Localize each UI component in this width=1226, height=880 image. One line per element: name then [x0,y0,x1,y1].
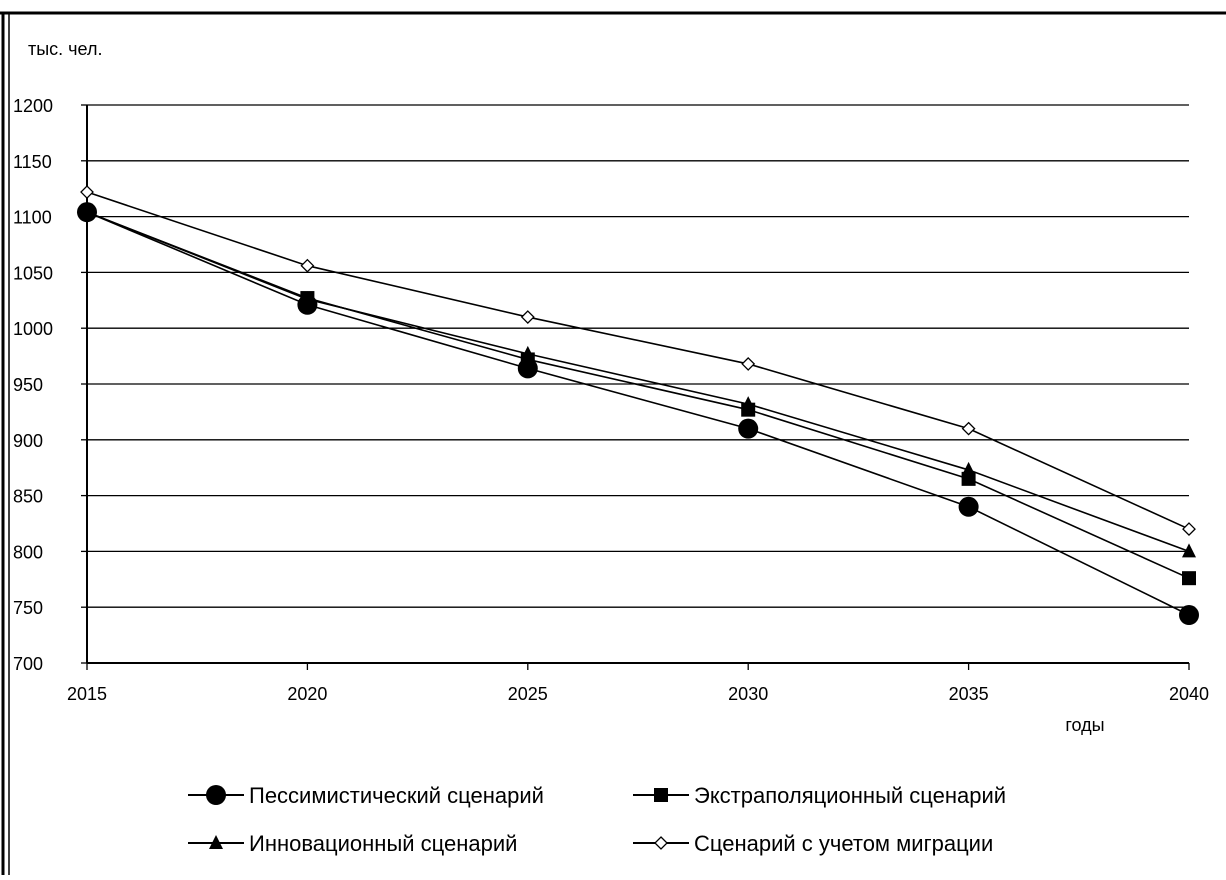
y-tick-label: 1050 [13,263,53,283]
series-3-point-triangle-marker [300,291,315,306]
x-axis-unit-label: годы [1065,715,1104,735]
legend-item-3: Инновационный сценарий [188,831,517,856]
x-tick-label: 2040 [1169,684,1209,704]
y-tick-label: 900 [13,431,43,451]
series-4 [80,185,1196,536]
series-3-point-triangle-marker [961,461,976,476]
legend-label: Сценарий с учетом миграции [694,831,993,856]
axes: 700 750 800 850 900 950 1000 1050 1100 1150 1200 20… [13,96,1209,704]
series-3-point-triangle-marker [741,396,756,411]
legend-item-1: Пессимистический сценарий [188,783,544,808]
series-4-point-diamond-marker [300,258,315,273]
legend-item-2: Экстраполяционный сценарий [633,783,1006,808]
series-4-line [86,191,1190,530]
y-tick-label: 950 [13,375,43,395]
series-1-point-circle-marker [1179,605,1199,626]
legend-label: Инновационный сценарий [249,831,517,856]
series-3-point-triangle-marker [520,345,535,360]
series-2-point-square-marker [1182,571,1196,586]
series-2-line [86,211,1190,579]
gridlines [87,104,1189,664]
series-1-line [86,211,1190,616]
series-3-point-triangle-marker [80,204,94,219]
y-tick-label: 850 [13,487,43,507]
y-axis-unit-label: тыс. чел. [28,39,102,59]
series-4-point-diamond-marker [961,421,976,436]
legend: Пессимистический сценарий Экстраполяционн… [188,783,1006,856]
y-tick-label: 1100 [13,208,52,228]
series-3-point-triangle-marker [1182,543,1196,558]
x-tick-label: 2035 [949,684,989,704]
series-4-point-diamond-marker [1182,522,1196,536]
series-4-point-diamond-marker [80,185,94,199]
series-3 [80,204,1196,558]
x-tick-label: 2020 [287,684,327,704]
series-1-point-circle-marker [738,418,759,439]
series-4-point-diamond-marker [520,310,535,324]
y-tick-label: 1150 [13,152,52,172]
legend-item-4: Сценарий с учетом миграции [633,831,993,856]
series-3-line [86,211,1190,553]
legend-label: Экстраполяционный сценарий [694,783,1006,808]
series-2 [80,205,1196,586]
y-tick-label: 750 [13,598,43,618]
y-tick-label: 800 [13,542,43,562]
legend-swatch-diamond-marker [654,836,668,850]
x-tick-label: 2025 [508,684,548,704]
y-tick-label: 1200 [13,96,53,116]
y-tick-label: 700 [13,654,43,674]
x-tick-label: 2015 [67,684,107,704]
series-1-point-circle-marker [958,496,979,517]
legend-swatch-triangle-marker [209,835,223,849]
legend-swatch-square-marker [654,788,668,802]
y-tick-label: 1000 [13,319,53,339]
x-tick-label: 2030 [728,684,768,704]
series-1 [77,202,1199,626]
series-4-point-diamond-marker [741,356,756,371]
series-layer [77,185,1199,626]
legend-swatch-circle-marker [206,785,226,805]
legend-label: Пессимистический сценарий [249,783,544,808]
